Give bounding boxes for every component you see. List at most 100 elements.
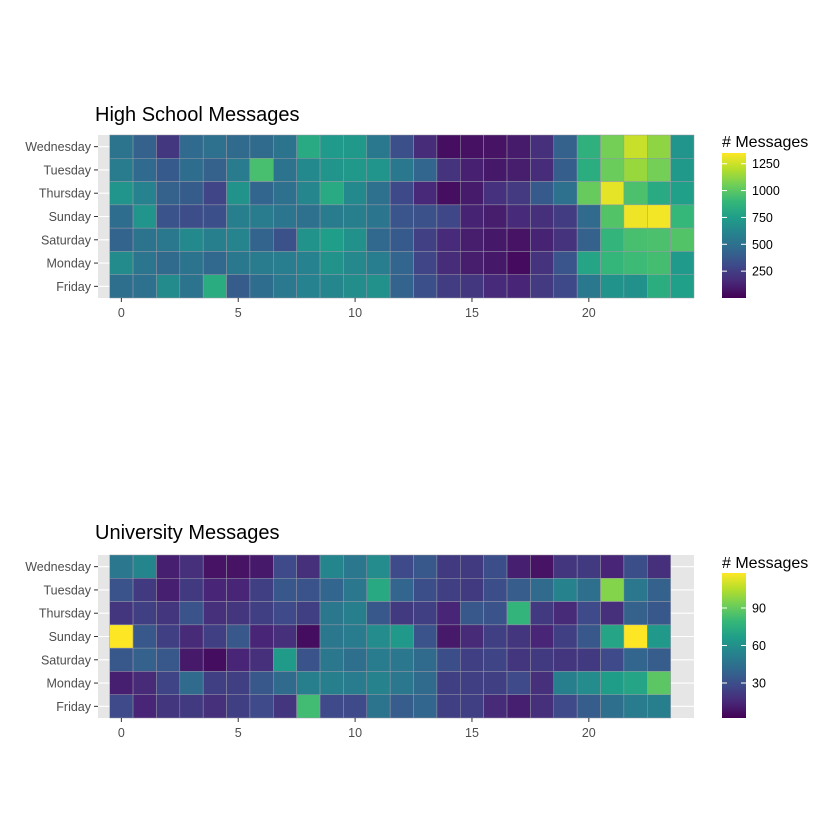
heatmap-cell xyxy=(296,624,321,649)
legend-label: 500 xyxy=(752,238,773,252)
heatmap-cell xyxy=(319,204,344,229)
x-tick-label: 10 xyxy=(348,726,362,740)
heatmap-cell xyxy=(319,601,344,626)
heatmap-cell xyxy=(670,251,695,275)
heatmap-cell xyxy=(436,181,461,206)
heatmap-cell xyxy=(249,158,274,182)
heatmap-cell xyxy=(413,204,438,229)
heatmap-cell xyxy=(109,227,134,252)
y-tick-label: Thursday xyxy=(39,187,92,201)
heatmap-cell xyxy=(483,181,508,206)
heatmap-cell xyxy=(530,647,555,672)
heatmap-cell xyxy=(460,578,484,602)
heatmap-cell xyxy=(389,134,414,159)
heatmap-cell xyxy=(623,227,648,252)
heatmap-cell xyxy=(132,671,157,695)
heatmap-cell xyxy=(319,181,344,206)
heatmap-cell xyxy=(296,647,321,672)
heatmap-cell xyxy=(296,251,321,275)
heatmap-cell xyxy=(296,158,321,182)
heatmap-cell xyxy=(506,134,531,159)
x-tick-label: 10 xyxy=(348,306,362,320)
y-tick-label: Wednesday xyxy=(25,560,92,574)
heatmap-cell xyxy=(226,647,251,672)
heatmap-cell xyxy=(319,554,344,579)
heatmap-cell xyxy=(132,274,157,299)
heatmap-cell xyxy=(319,251,344,275)
heatmap-cell xyxy=(576,671,601,695)
heatmap-cell xyxy=(156,251,181,275)
heatmap-cell xyxy=(109,181,134,206)
heatmap-cell xyxy=(109,647,134,672)
heatmap-cell xyxy=(389,227,414,252)
heatmap-cell xyxy=(179,671,204,695)
heatmap-cell xyxy=(483,204,508,229)
heatmap-cell xyxy=(202,694,227,719)
legend-label: 250 xyxy=(752,265,773,279)
heatmap-cell xyxy=(366,251,391,275)
heatmap-cell xyxy=(296,204,321,229)
heatmap-cell xyxy=(296,578,321,602)
heatmap-cell xyxy=(460,204,484,229)
heatmap-cell xyxy=(202,274,227,299)
heatmap-cell xyxy=(553,251,578,275)
heatmap-cell xyxy=(389,251,414,275)
heatmap-cell xyxy=(600,601,625,626)
heatmap-cell xyxy=(530,158,555,182)
heatmap-cell xyxy=(179,134,204,159)
heatmap-cell xyxy=(436,158,461,182)
y-tick-label: Saturday xyxy=(41,233,92,247)
x-tick-label: 15 xyxy=(465,306,479,320)
heatmap-cell xyxy=(623,134,648,159)
heatmap-cell xyxy=(436,204,461,229)
heatmap-cell xyxy=(553,181,578,206)
heatmap-cell xyxy=(156,274,181,299)
heatmap-cell xyxy=(156,694,181,719)
heatmap-cell xyxy=(576,274,601,299)
heatmap-cell xyxy=(273,251,297,275)
heatmap-cell xyxy=(413,578,438,602)
heatmap-cell xyxy=(460,694,484,719)
heatmap-cell xyxy=(670,204,695,229)
heatmap-cell xyxy=(179,578,204,602)
heatmap-cell xyxy=(600,181,625,206)
heatmap-cell xyxy=(530,181,555,206)
heatmap-cell xyxy=(576,134,601,159)
heatmap-cell xyxy=(109,554,134,579)
heatmap-cell xyxy=(179,227,204,252)
heatmap-cell xyxy=(389,671,414,695)
heatmap-cell xyxy=(343,671,368,695)
heatmap-cell xyxy=(389,158,414,182)
heatmap-cell xyxy=(132,624,157,649)
heatmap-cell xyxy=(343,578,368,602)
y-tick-label: Friday xyxy=(56,280,91,294)
heatmap-cell xyxy=(319,578,344,602)
heatmap-cell xyxy=(600,624,625,649)
heatmap-cell xyxy=(623,158,648,182)
heatmap-cell xyxy=(343,274,368,299)
heatmap-cell xyxy=(647,694,671,719)
heatmap-cell xyxy=(506,601,531,626)
heatmap-cell xyxy=(343,227,368,252)
heatmap-cell xyxy=(179,158,204,182)
legend-title: # Messages xyxy=(722,555,808,572)
heatmap-cell xyxy=(436,227,461,252)
heatmap-cell xyxy=(530,694,555,719)
heatmap-cell xyxy=(647,227,671,252)
heatmap-cell xyxy=(553,578,578,602)
heatmap-cell xyxy=(226,601,251,626)
heatmap-cell xyxy=(343,601,368,626)
heatmap-cell xyxy=(156,554,181,579)
heatmap-cell xyxy=(296,274,321,299)
heatmap-cell xyxy=(273,694,297,719)
heatmap-cell xyxy=(483,578,508,602)
heatmap-cell xyxy=(202,227,227,252)
heatmap-cell xyxy=(249,601,274,626)
heatmap-cell xyxy=(413,647,438,672)
heatmap-cell xyxy=(273,134,297,159)
heatmap-cell xyxy=(436,647,461,672)
heatmap-cell xyxy=(413,601,438,626)
heatmap-cell xyxy=(226,227,251,252)
heatmap-cell xyxy=(530,624,555,649)
